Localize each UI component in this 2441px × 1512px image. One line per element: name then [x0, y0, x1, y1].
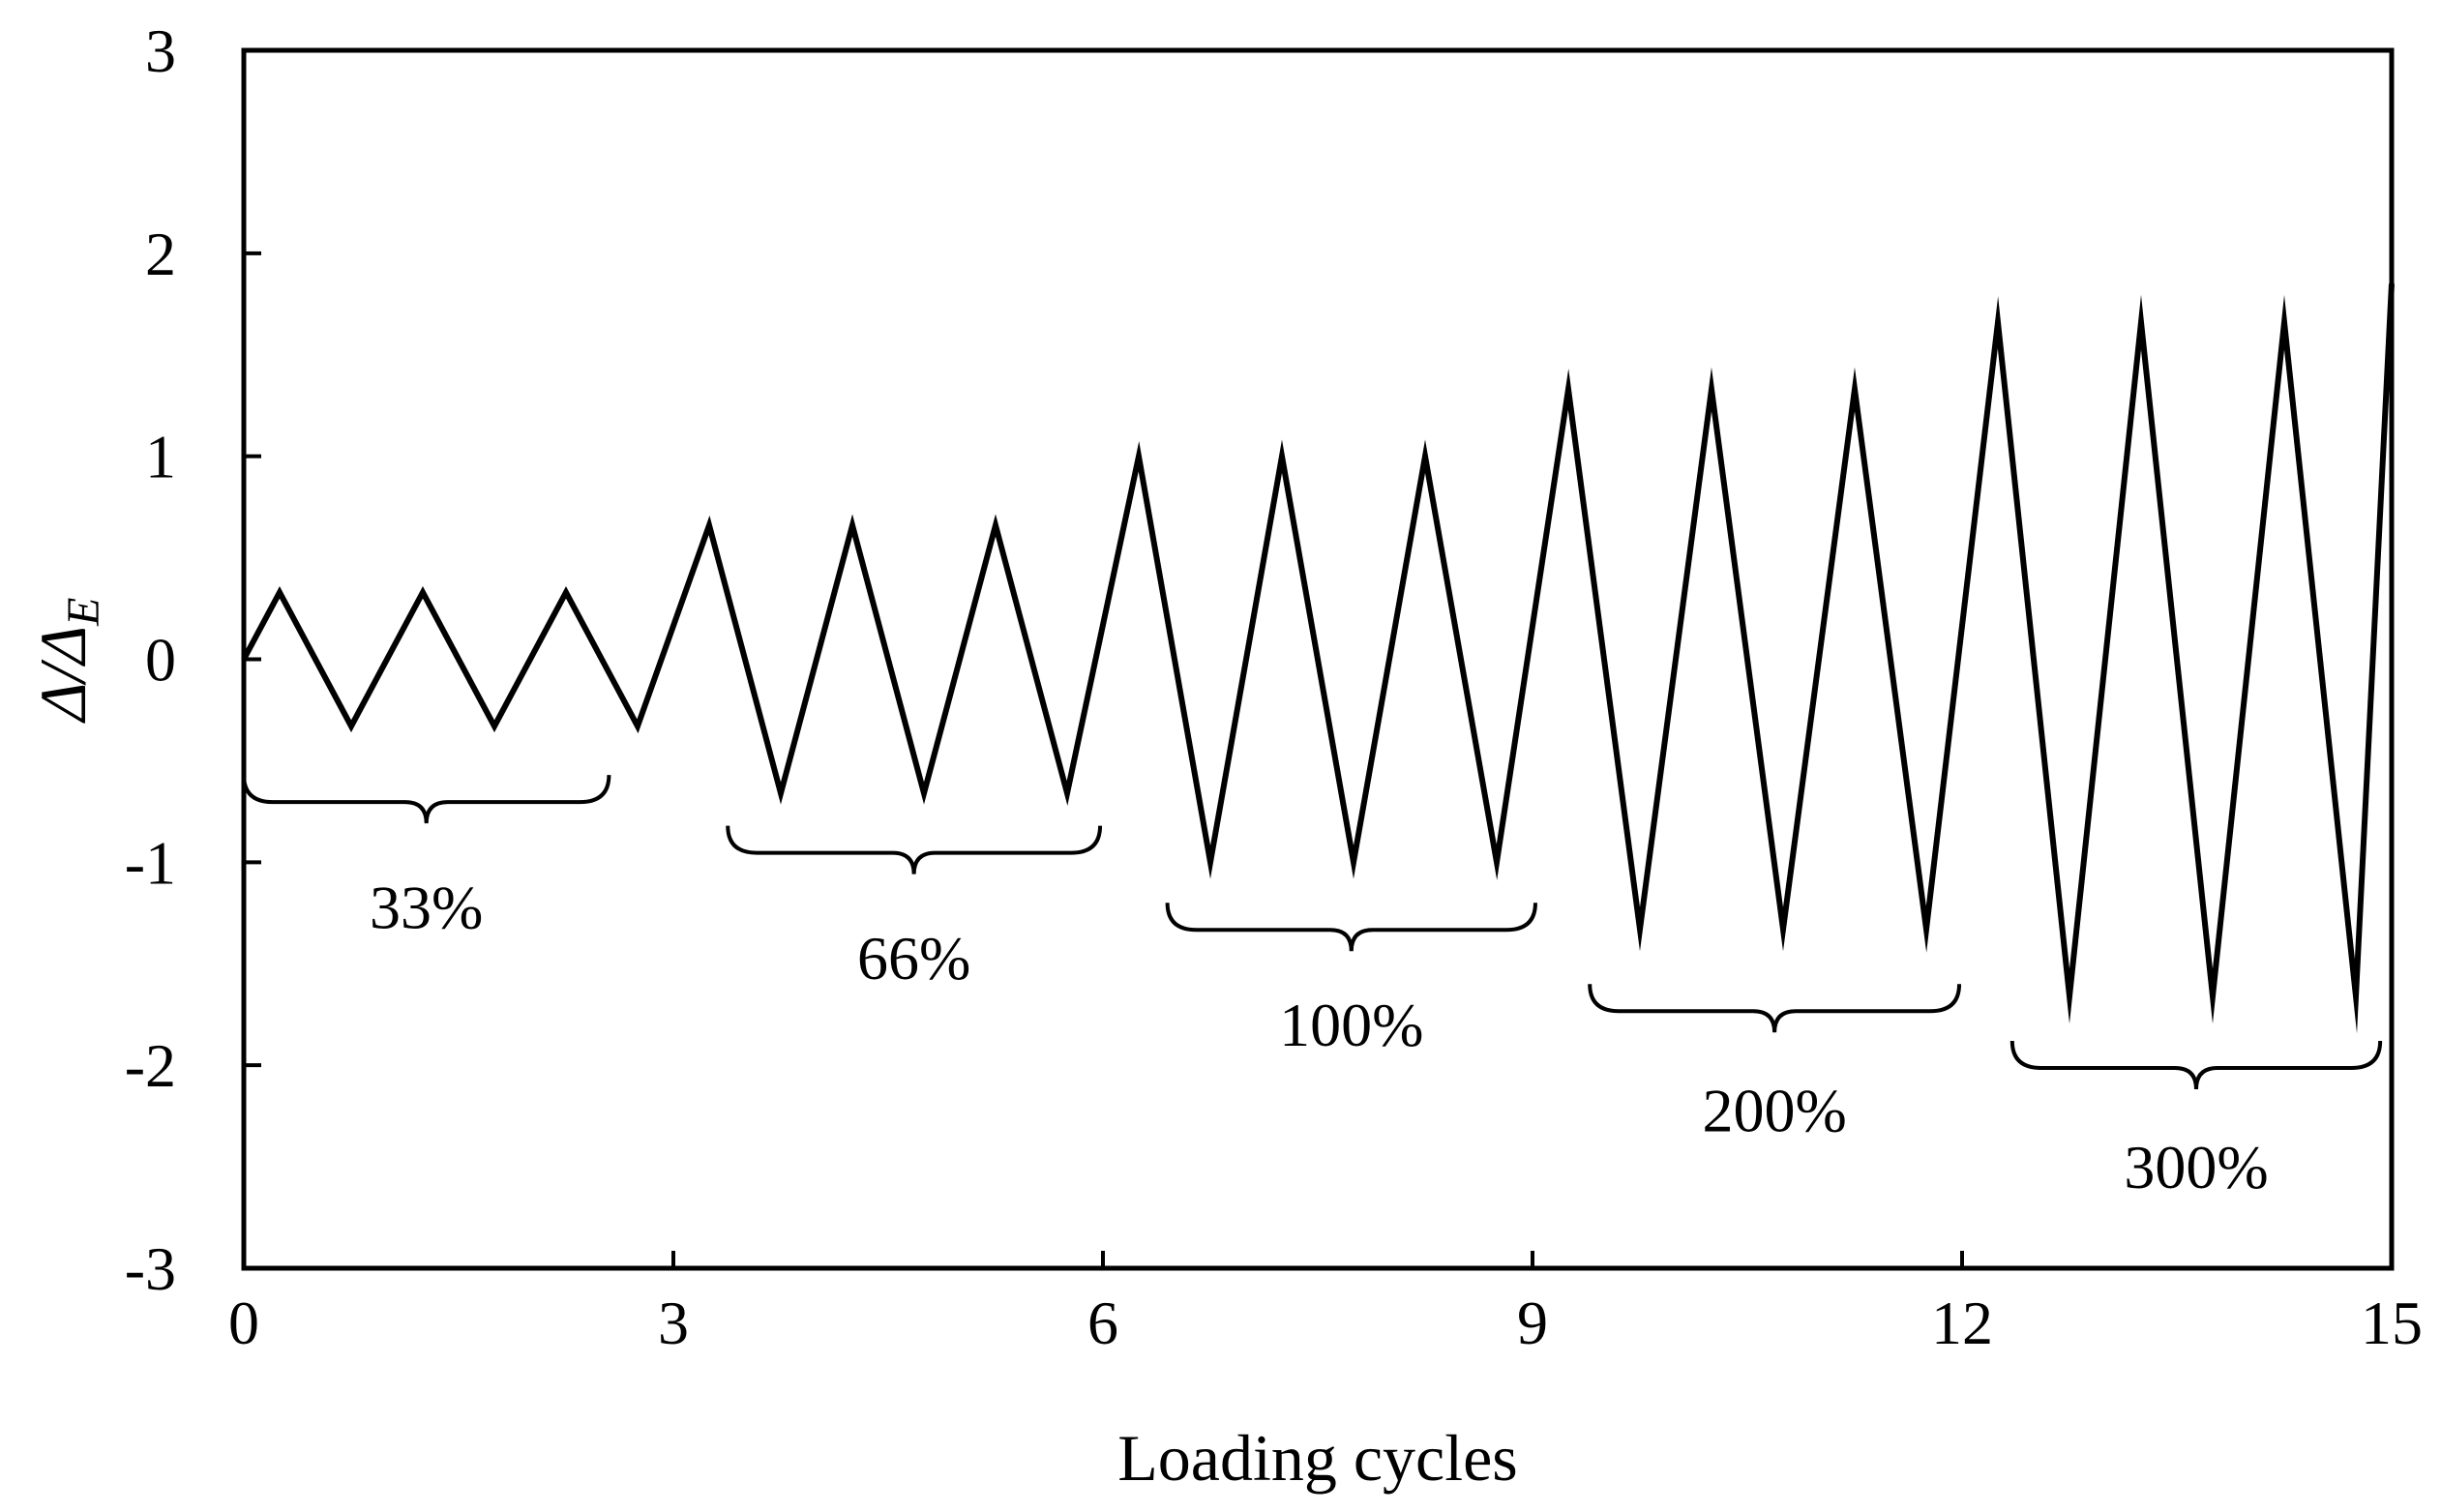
y-tick-label: -3	[125, 1234, 176, 1303]
y-tick-label: 2	[145, 220, 176, 288]
group-brace	[1588, 984, 1962, 1033]
y-tick-label: 3	[145, 16, 176, 85]
series-line	[241, 283, 2395, 1034]
y-axis-label-subscript: E	[58, 597, 109, 626]
annotation-layer: 33% 66% 100% 200% 300%	[242, 775, 2383, 1201]
group-brace	[726, 825, 1103, 875]
y-axis-label-main: Δ/Δ	[26, 626, 100, 725]
x-tick-label: 6	[1087, 1289, 1118, 1357]
group-label: 100%	[1279, 991, 1423, 1059]
y-axis-label: Δ/ΔE	[26, 597, 109, 724]
y-tick-label: 1	[145, 423, 176, 491]
plot-layer	[241, 283, 2395, 1034]
x-tick-label: 9	[1517, 1289, 1548, 1357]
group-label: 200%	[1702, 1076, 1846, 1144]
group-label: 66%	[857, 924, 970, 993]
y-tick-label: -2	[125, 1031, 176, 1100]
y-tick-label: -1	[125, 828, 176, 897]
x-tick-label: 3	[658, 1289, 689, 1357]
group-brace	[242, 775, 611, 824]
x-axis-label: Loading cycles	[1117, 1421, 1518, 1495]
x-tick-label: 0	[228, 1289, 259, 1357]
group-label: 300%	[2124, 1133, 2268, 1201]
x-tick-label: 15	[2361, 1289, 2423, 1357]
group-brace	[2009, 1040, 2383, 1090]
group-brace	[1165, 903, 1537, 952]
group-label: 33%	[370, 873, 483, 941]
y-tick-label: 0	[145, 626, 176, 695]
x-tick-label: 12	[1931, 1289, 1993, 1357]
